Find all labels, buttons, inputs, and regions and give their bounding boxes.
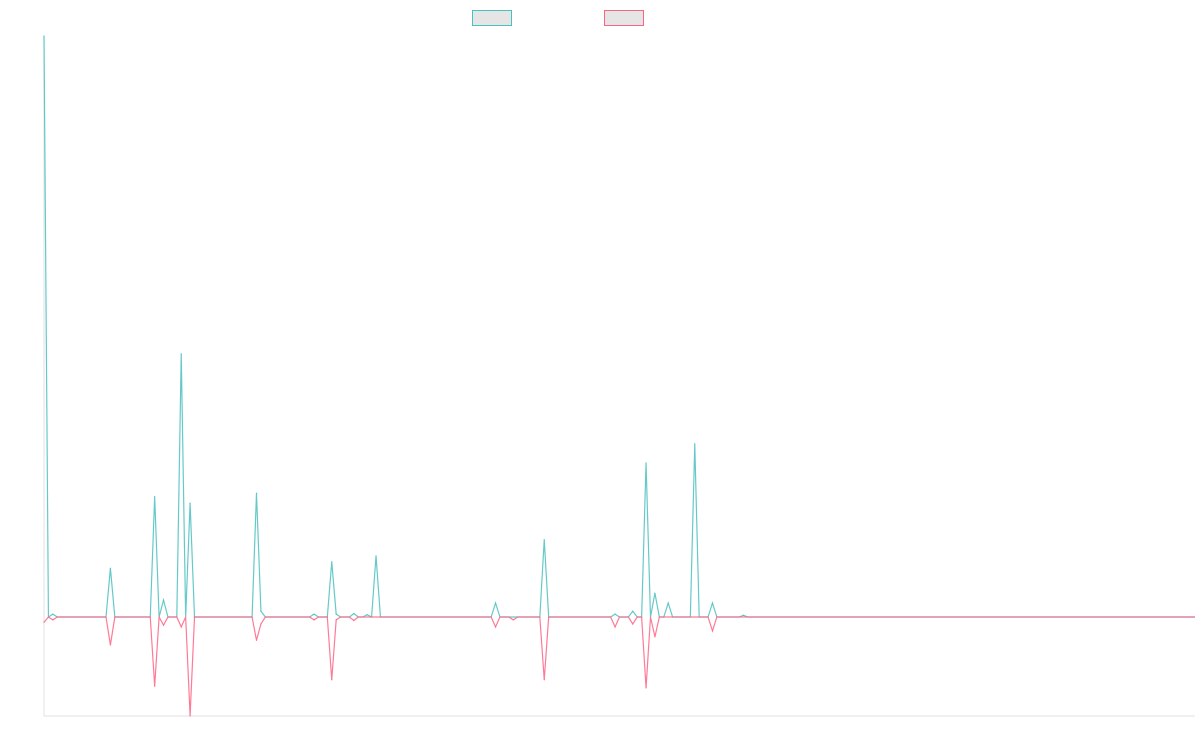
series-1-point (694, 443, 696, 445)
series-1-point (614, 613, 616, 615)
legend-item-series-2[interactable] (604, 10, 644, 26)
series-2-point (494, 626, 497, 628)
series-layer (43, 35, 1195, 717)
series-1-point (260, 610, 262, 612)
series-2-point (335, 619, 337, 621)
series-2-point (52, 619, 54, 621)
series-2-point (512, 619, 514, 621)
legend-item-series-1[interactable] (472, 10, 512, 26)
series-1-point (331, 561, 333, 563)
series-2-point (43, 621, 45, 623)
series-1-point (353, 612, 355, 615)
series-1-point (255, 492, 258, 494)
series-1-point (313, 613, 315, 615)
series-2-point (313, 619, 315, 621)
series-2-point (180, 626, 182, 628)
series-2-point (162, 624, 165, 626)
series-1-point (189, 502, 191, 504)
series-2-point (109, 644, 112, 646)
series-1-point (180, 353, 182, 355)
series-1-point (494, 602, 497, 604)
series-1-point (162, 599, 165, 601)
series-1-point (366, 614, 368, 616)
series-2-point (711, 630, 714, 632)
series-2-point (331, 679, 333, 681)
series-2-point (632, 623, 634, 625)
series-2-point (260, 623, 262, 625)
series-2-point (543, 679, 545, 681)
series-2-point (654, 636, 656, 638)
series-2-point (353, 619, 355, 622)
series-2-point (614, 626, 616, 628)
series-2-point (154, 685, 156, 687)
series-1-point (52, 613, 54, 615)
series-1-point (109, 567, 112, 569)
series-1-point (742, 614, 745, 616)
series-2-line (43, 614, 1195, 716)
series-2-point (255, 639, 258, 641)
series-1-point (154, 496, 156, 498)
series-1-point (654, 592, 656, 594)
series-1-point (632, 610, 634, 612)
series-1-point (43, 35, 45, 37)
series-1-point (375, 555, 377, 557)
series-1-point (543, 539, 545, 541)
series-1-point (335, 613, 337, 615)
series-1-point (711, 602, 714, 604)
series-2-point (645, 687, 647, 689)
series-2-point (189, 715, 191, 717)
series-1-line (43, 35, 1195, 619)
series-1-point (645, 462, 647, 464)
series-1-point (667, 602, 669, 604)
